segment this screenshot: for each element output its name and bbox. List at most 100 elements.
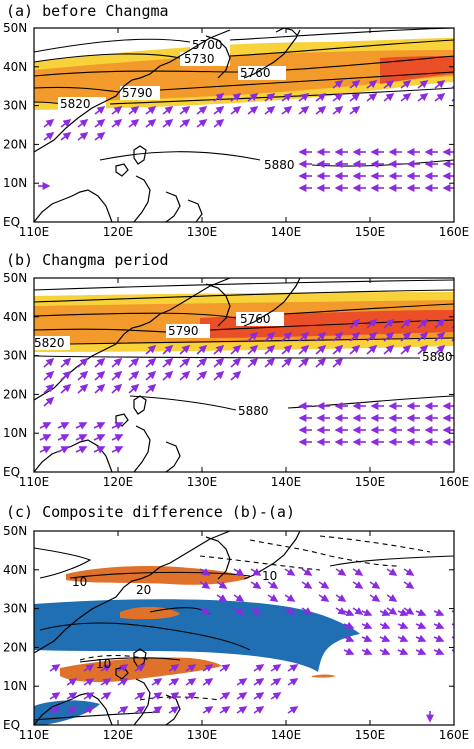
wind-vector-icon: [361, 647, 373, 656]
wind-vector-icon: [219, 664, 231, 672]
wind-vector-icon: [433, 647, 445, 656]
axis-ticks: [33, 277, 455, 473]
wind-vector-icon: [383, 331, 395, 342]
wind-vector-icon: [366, 318, 378, 329]
difference-contours: [34, 547, 454, 721]
wind-vector-icon: [264, 344, 276, 355]
wind-vector-icon: [417, 344, 429, 355]
wind-vector-icon: [270, 692, 282, 700]
wind-vector-icon: [287, 664, 299, 672]
wind-vector-icon: [287, 678, 299, 686]
wind-vector-icon: [369, 581, 381, 589]
wind-vectors: [38, 80, 454, 192]
wind-vector-icon: [93, 434, 106, 442]
wind-vector-icon: [111, 106, 123, 115]
wind-vector-icon: [366, 344, 378, 355]
wind-vector-icon: [236, 692, 248, 700]
contour-label: 5820: [60, 97, 91, 111]
y-tick-label: EQ: [3, 465, 20, 479]
wind-vector-icon: [397, 647, 409, 656]
wind-vector-icon: [369, 594, 381, 602]
x-tick-label: 110E: [19, 225, 50, 239]
jet-shading-red: [380, 56, 454, 84]
x-tick-label: 150E: [355, 475, 386, 489]
wind-vector-icon: [386, 568, 398, 576]
wind-vector-icon: [77, 370, 89, 381]
wind-vector-icon: [415, 647, 427, 656]
wind-vector-icon: [168, 706, 180, 714]
wind-vector-icon: [366, 331, 378, 342]
wind-vector-icon: [185, 678, 197, 686]
wind-vector-icon: [202, 706, 214, 714]
wind-vector-icon: [415, 608, 427, 617]
wind-vector-icon: [128, 357, 140, 368]
wind-vector-icon: [417, 80, 429, 89]
wind-vector-icon: [162, 106, 174, 115]
wind-vector-icon: [134, 706, 146, 714]
contour-label: 5700: [192, 38, 223, 52]
x-tick-label: 130E: [187, 728, 218, 742]
contour-label: 10: [96, 657, 111, 671]
wind-vector-icon: [134, 664, 146, 672]
wind-vector-icon: [168, 692, 180, 700]
wind-vector-icon: [230, 106, 242, 115]
wind-vector-icon: [230, 357, 242, 368]
wind-vector-icon: [145, 370, 157, 381]
x-tick-label: 120E: [103, 728, 134, 742]
wind-vector-icon: [253, 706, 265, 714]
wind-vector-icon: [284, 568, 296, 576]
wind-vector-icon: [151, 692, 163, 700]
wind-vector-icon: [247, 344, 259, 355]
wind-vector-icon: [301, 568, 313, 576]
wind-vector-icon: [247, 331, 259, 342]
wind-vector-icon: [417, 318, 429, 329]
contour-label: 10: [262, 569, 277, 583]
wind-vector-icon: [94, 370, 106, 381]
wind-vector-icon: [233, 568, 245, 576]
wind-vector-icon: [349, 93, 361, 102]
wind-vector-icon: [60, 370, 72, 381]
panel-a: 5700 5730 5760 5790 5820 5880: [33, 27, 455, 223]
x-tick-label: 150E: [355, 728, 386, 742]
wind-vector-icon: [366, 80, 378, 89]
wind-vector-icon: [60, 132, 72, 141]
wind-vector-icon: [49, 692, 61, 700]
wind-vector-icon: [433, 621, 445, 630]
wind-vector-icon: [145, 344, 157, 355]
panel-b-frame: [33, 277, 455, 473]
wind-vector-icon: [332, 344, 344, 355]
wind-vector-icon: [298, 344, 310, 355]
wind-vector-icon: [199, 568, 211, 576]
wind-vector-icon: [117, 664, 129, 672]
wind-vector-icon: [151, 678, 163, 686]
wind-vector-icon: [233, 594, 245, 602]
wind-vector-icon: [233, 607, 245, 615]
wind-vector-icon: [162, 370, 174, 381]
contour-label: 5880: [264, 158, 295, 172]
wind-vector-icon: [318, 594, 330, 602]
wind-vector-icon: [77, 132, 89, 141]
contour-label: 5760: [240, 66, 271, 80]
wind-vector-icon: [83, 678, 95, 686]
x-tick-label: 140E: [271, 475, 302, 489]
wind-vector-icon: [75, 422, 88, 430]
wind-vector-icon: [343, 621, 355, 630]
wind-vector-icon: [94, 106, 106, 115]
wind-vector-icon: [433, 608, 445, 617]
wind-vector-icon: [162, 119, 174, 128]
wind-vector-icon: [250, 607, 262, 615]
diff-shading-orange: [312, 674, 336, 678]
wind-vector-icon: [145, 383, 157, 394]
wind-vector-icon: [83, 664, 95, 672]
wind-vector-icon: [111, 370, 123, 381]
wind-vector-icon: [247, 106, 259, 115]
contour-label: 5730: [184, 52, 215, 66]
wind-vector-icon: [284, 594, 296, 602]
y-tick-label: 30N: [3, 349, 27, 363]
wind-vector-icon: [57, 446, 70, 454]
wind-vector-icon: [281, 331, 293, 342]
wind-vector-icon: [94, 119, 106, 128]
wind-vector-icon: [77, 383, 89, 394]
wind-vector-icon: [315, 93, 327, 102]
contour-label: 5760: [240, 312, 271, 326]
